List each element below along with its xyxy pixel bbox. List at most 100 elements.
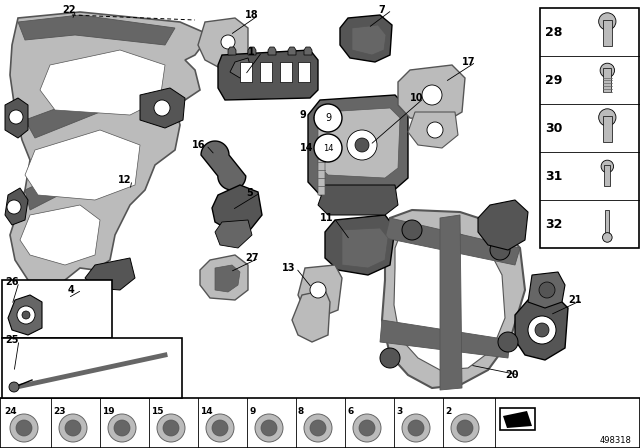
Text: 19: 19	[102, 407, 115, 416]
Text: 8: 8	[298, 407, 304, 416]
Polygon shape	[248, 47, 256, 55]
Polygon shape	[18, 15, 175, 45]
Polygon shape	[215, 265, 240, 292]
Polygon shape	[201, 141, 246, 190]
Text: 13: 13	[282, 263, 296, 273]
Circle shape	[598, 13, 616, 30]
Text: 14: 14	[300, 143, 314, 153]
Polygon shape	[25, 155, 108, 210]
Circle shape	[261, 420, 277, 436]
Circle shape	[539, 282, 555, 298]
Circle shape	[408, 420, 424, 436]
Circle shape	[310, 282, 326, 298]
Polygon shape	[342, 228, 388, 268]
Bar	[540, 8, 639, 248]
Polygon shape	[140, 88, 185, 128]
Polygon shape	[40, 50, 165, 115]
Text: 30: 30	[545, 121, 563, 134]
Polygon shape	[318, 185, 398, 215]
Text: 26: 26	[5, 277, 19, 287]
Circle shape	[347, 130, 377, 160]
Circle shape	[206, 414, 234, 442]
Circle shape	[422, 85, 442, 105]
Circle shape	[59, 414, 87, 442]
Polygon shape	[515, 295, 568, 360]
Bar	[2, 338, 182, 398]
Bar	[260, 62, 272, 82]
Text: 12: 12	[118, 175, 131, 185]
Circle shape	[114, 420, 130, 436]
Text: 14: 14	[200, 407, 212, 416]
Polygon shape	[198, 18, 248, 68]
Polygon shape	[5, 98, 28, 138]
Polygon shape	[304, 47, 312, 55]
Text: 20: 20	[505, 370, 518, 380]
Text: 32: 32	[545, 217, 563, 231]
Polygon shape	[308, 95, 408, 195]
Text: 24: 24	[4, 407, 17, 416]
Polygon shape	[25, 130, 140, 200]
Circle shape	[402, 220, 422, 240]
Polygon shape	[215, 220, 252, 248]
Polygon shape	[528, 272, 565, 308]
Polygon shape	[42, 285, 92, 335]
Bar	[280, 62, 292, 82]
Bar	[602, 116, 612, 142]
Circle shape	[359, 420, 375, 436]
Polygon shape	[218, 50, 318, 100]
Text: 25: 25	[5, 335, 19, 345]
Polygon shape	[20, 205, 100, 265]
Bar	[605, 210, 609, 236]
Circle shape	[212, 420, 228, 436]
Circle shape	[62, 302, 74, 314]
Circle shape	[353, 414, 381, 442]
Circle shape	[602, 233, 612, 242]
Text: 27: 27	[245, 253, 259, 263]
Circle shape	[310, 420, 326, 436]
Polygon shape	[25, 85, 130, 138]
Circle shape	[16, 420, 32, 436]
Circle shape	[600, 63, 614, 78]
Circle shape	[498, 332, 518, 352]
Bar	[298, 62, 310, 82]
Text: 9: 9	[300, 110, 307, 120]
Circle shape	[9, 110, 23, 124]
Polygon shape	[52, 322, 88, 345]
Text: 7: 7	[378, 5, 385, 15]
Circle shape	[355, 138, 369, 152]
Circle shape	[535, 323, 549, 337]
Text: 29: 29	[545, 73, 563, 86]
Circle shape	[380, 348, 400, 368]
Circle shape	[255, 414, 283, 442]
Bar	[602, 20, 612, 47]
Text: 2: 2	[445, 407, 451, 416]
Circle shape	[427, 122, 443, 138]
Polygon shape	[8, 295, 42, 335]
Text: 28: 28	[545, 26, 563, 39]
Bar	[2, 280, 112, 338]
Circle shape	[451, 414, 479, 442]
Polygon shape	[10, 12, 210, 290]
Circle shape	[528, 316, 556, 344]
Circle shape	[457, 420, 473, 436]
Polygon shape	[382, 210, 525, 388]
Text: 5: 5	[246, 188, 253, 198]
Text: 10: 10	[410, 93, 424, 103]
Bar	[240, 62, 252, 82]
Text: 6: 6	[347, 407, 353, 416]
Polygon shape	[318, 155, 325, 195]
Bar	[604, 68, 611, 92]
Circle shape	[314, 104, 342, 132]
Circle shape	[304, 414, 332, 442]
Polygon shape	[398, 65, 465, 122]
Polygon shape	[385, 218, 520, 265]
Circle shape	[65, 420, 81, 436]
Circle shape	[22, 311, 30, 319]
Polygon shape	[318, 108, 400, 178]
Text: 31: 31	[545, 169, 563, 182]
Text: 3: 3	[396, 407, 403, 416]
Text: 15: 15	[151, 407, 163, 416]
Text: 498318: 498318	[600, 436, 632, 445]
Polygon shape	[478, 200, 528, 250]
Circle shape	[9, 382, 19, 392]
